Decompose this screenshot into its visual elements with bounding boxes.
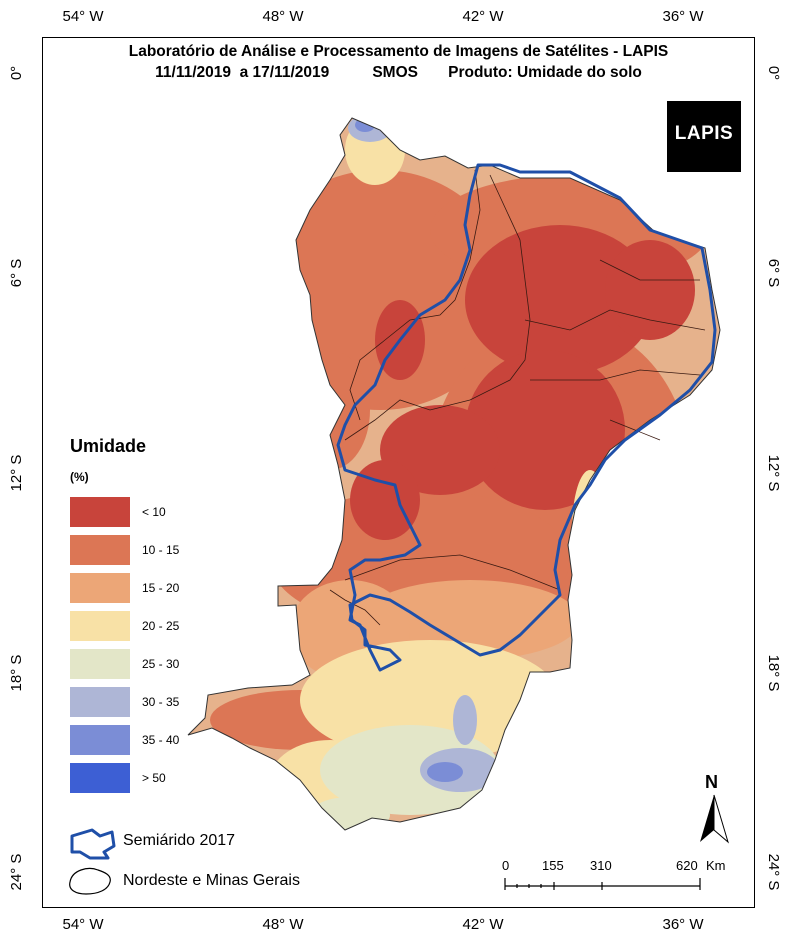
legend-swatch <box>70 649 130 679</box>
region-legend-label: Nordeste e Minas Gerais <box>123 872 300 889</box>
legend-swatch <box>70 497 130 527</box>
semiarid-legend-label: Semiárido 2017 <box>123 832 236 849</box>
legend-class-label: 15 - 20 <box>142 581 180 595</box>
lapis-logo: LAPIS <box>667 101 741 172</box>
legend-swatch <box>70 535 130 565</box>
scale-label: 310 <box>590 858 612 873</box>
longitude-tick-top: 42° W <box>462 8 504 25</box>
semiarid-boundary <box>336 163 717 672</box>
longitude-tick-bottom: 48° W <box>262 916 304 933</box>
scale-label: 0 <box>502 858 510 873</box>
longitude-tick-top: 48° W <box>262 8 304 25</box>
legend-swatch <box>70 611 130 641</box>
logo-text: LAPIS <box>674 123 734 144</box>
longitude-tick-top: 54° W <box>62 8 104 25</box>
legend-swatch <box>70 573 130 603</box>
legend-class-label: < 10 <box>142 505 166 519</box>
legend-unit: (%) <box>70 470 89 484</box>
legend-swatch <box>70 763 130 793</box>
legend-class-label: 30 - 35 <box>142 695 180 709</box>
legend-swatch <box>70 687 130 717</box>
legend-swatch <box>70 725 130 755</box>
map-subtitle: 11/11/2019 a 17/11/2019 SMOS Produto: Um… <box>155 64 642 81</box>
region-outline <box>187 117 721 831</box>
legend-class-label: 35 - 40 <box>142 733 180 747</box>
north-arrow-icon <box>700 794 729 844</box>
semiarid-legend-symbol <box>70 828 116 860</box>
longitude-tick-bottom: 42° W <box>462 916 504 933</box>
map-title: Laboratório de Análise e Processamento d… <box>128 43 669 60</box>
legend-class-label: > 50 <box>142 771 166 785</box>
soil-moisture-raster <box>188 118 720 830</box>
legend-class-label: 25 - 30 <box>142 657 180 671</box>
legend-title: Umidade <box>70 436 147 456</box>
scale-label: 620 <box>676 858 698 873</box>
scale-bar <box>504 878 701 890</box>
state-borders <box>329 169 706 626</box>
legend-class-label: 20 - 25 <box>142 619 180 633</box>
map-frame <box>42 37 755 908</box>
region-legend-symbol <box>69 867 111 895</box>
scale-label: 155 <box>542 858 564 873</box>
longitude-tick-bottom: 36° W <box>662 916 704 933</box>
legend-class-label: 10 - 15 <box>142 543 180 557</box>
scale-unit: Km <box>706 858 726 873</box>
longitude-tick-top: 36° W <box>662 8 704 25</box>
longitude-tick-bottom: 54° W <box>62 916 104 933</box>
north-label: N <box>705 772 718 792</box>
